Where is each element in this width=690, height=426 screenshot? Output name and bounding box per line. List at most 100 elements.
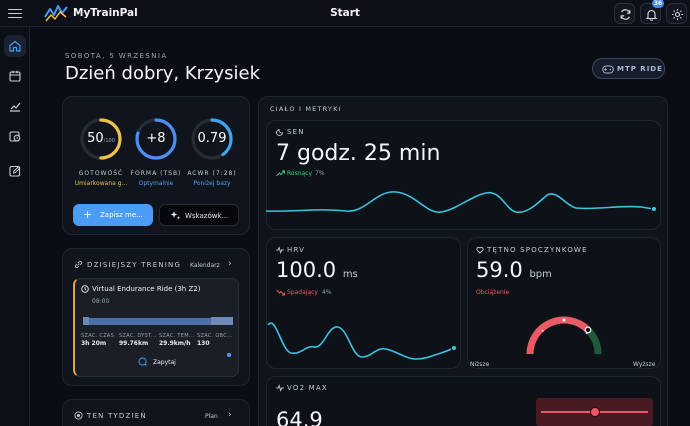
sidebar-item-analytics[interactable] <box>4 95 26 117</box>
sidebar-item-home[interactable] <box>4 35 26 57</box>
sleep-trend: Rosnący <box>287 170 313 177</box>
trend-down-icon <box>276 289 285 296</box>
readiness-label: GOTOWOŚĆ <box>78 170 124 177</box>
hrv-trend: Spadający <box>287 289 318 296</box>
chevron-right-icon[interactable]: › <box>228 410 232 420</box>
notifications-button[interactable] <box>640 3 661 24</box>
sidebar-item-calendar[interactable] <box>4 65 26 87</box>
gamepad-icon <box>602 65 614 74</box>
heart-icon <box>476 246 484 254</box>
vo2-marker <box>590 407 600 417</box>
form-status: Optymalnie <box>138 180 174 187</box>
mtp-ride-button[interactable]: MTP RIDE <box>592 58 665 79</box>
greeting: Dzień dobry, Krzysiek <box>65 63 261 84</box>
save-button[interactable]: + Zapisz me... <box>73 204 153 226</box>
plan-link[interactable]: Plan <box>205 413 218 420</box>
rhr-label: TĘTNO SPOCZYNKOWE <box>487 246 588 254</box>
chat-icon <box>138 357 147 366</box>
gear-icon <box>672 9 683 20</box>
sleep-value: 7 godz. 25 min <box>276 141 441 166</box>
week-card <box>62 399 250 426</box>
hrv-unit: ms <box>342 269 358 280</box>
workout-name: Virtual Endurance Ride (3h Z2) <box>92 285 201 293</box>
week-title: TEN TYDZIEŃ <box>87 412 147 420</box>
stat-value: 99.76km <box>119 340 149 347</box>
target-icon <box>74 411 83 420</box>
rhr-unit: bpm <box>529 269 552 280</box>
refresh-icon <box>620 9 631 20</box>
save-button-label: Zapisz me... <box>100 211 143 219</box>
vo2-value: 64.9 <box>276 408 323 426</box>
vo2-label: VO2 MAX <box>287 384 328 392</box>
rhr-value: 59.0 <box>476 258 523 282</box>
bell-icon <box>645 9 658 21</box>
sidebar-item-journal[interactable] <box>4 160 26 182</box>
acwr-ring: 0.79 <box>190 117 234 161</box>
readiness-ring: 50/100 <box>79 117 123 161</box>
calendar-link[interactable]: Kalendarz <box>190 262 220 269</box>
notification-badge: 36 <box>652 0 664 8</box>
sleep-sparkline <box>266 191 658 214</box>
page-title: Start <box>330 7 360 19</box>
app-logo <box>44 5 68 22</box>
body-metrics-title: CIAŁO I METRYKI <box>270 105 342 113</box>
resting-hr-card[interactable] <box>467 237 661 369</box>
vo2-range-band <box>536 398 653 426</box>
sidebar <box>0 27 30 426</box>
trend-up-icon <box>276 170 285 177</box>
readiness-value: 50 <box>87 131 104 146</box>
clock-calendar-icon <box>9 131 21 142</box>
stat-value: 130 <box>197 340 210 347</box>
acwr-status: Poniżej bazy <box>193 180 231 187</box>
stat-label: SZAC. TEM... <box>159 333 195 339</box>
chart-icon <box>10 102 21 112</box>
brand-name: MyTrainPal <box>73 7 138 19</box>
pulse-icon <box>276 246 284 254</box>
sparkle-icon <box>170 211 181 220</box>
moon-icon <box>276 128 284 136</box>
sleep-card[interactable] <box>266 120 661 230</box>
clock-icon <box>81 285 89 293</box>
training-title: DZISIEJSZY TRENING <box>87 261 182 269</box>
form-ring: +8 <box>134 117 178 161</box>
pulse-icon <box>276 384 284 392</box>
form-label: FORMA (TSB) <box>130 170 182 177</box>
tips-button-label: Wskazówk... <box>185 212 229 220</box>
date-label: SOBOTA, 5 WRZEŚNIA <box>65 52 168 60</box>
home-icon <box>9 40 21 52</box>
hrv-trend-pct: 4% <box>322 289 332 296</box>
rhr-gauge <box>526 316 602 355</box>
form-value: +8 <box>146 131 166 146</box>
workout-card[interactable]: Virtual Endurance Ride (3h Z2) 08:00 SZA… <box>73 278 239 377</box>
sidebar-item-history[interactable] <box>4 125 26 147</box>
rhr-high-label: Wyższe <box>633 361 656 368</box>
sleep-label: SEN <box>287 128 305 136</box>
ask-label[interactable]: Zapytaj <box>153 359 176 366</box>
readiness-status: Umiarkowana g... <box>74 180 128 187</box>
sleep-trend-pct: 7% <box>315 170 325 177</box>
stat-value: 3h 20m <box>81 340 107 347</box>
plus-icon: + <box>83 208 93 221</box>
chevron-right-icon[interactable]: › <box>228 259 232 269</box>
refresh-button[interactable] <box>614 3 635 24</box>
stat-value: 29.9km/h <box>159 340 191 347</box>
acwr-label: ACWR (7:28) <box>187 170 237 177</box>
rhr-status: Obciążenie <box>476 289 510 296</box>
menu-icon[interactable] <box>8 6 22 20</box>
hrv-sparkline <box>267 322 458 360</box>
status-dot <box>227 353 231 357</box>
edit-icon <box>9 165 21 177</box>
stat-label: SZAC. DYST... <box>119 333 157 339</box>
hrv-value: 100.0 <box>276 258 337 282</box>
rhr-low-label: Niższe <box>470 361 490 368</box>
mtp-ride-label: MTP RIDE <box>617 65 663 73</box>
acwr-value: 0.79 <box>197 131 227 146</box>
readiness-suffix: /100 <box>103 138 115 144</box>
workout-time: 08:00 <box>92 298 110 305</box>
stat-label: SZAC. OBC... <box>197 333 233 339</box>
settings-button[interactable] <box>666 3 687 24</box>
hrv-card[interactable] <box>266 237 461 369</box>
tips-button[interactable]: Wskazówk... <box>159 204 239 226</box>
hrv-label: HRV <box>287 246 306 254</box>
workout-profile-bar <box>83 317 233 325</box>
